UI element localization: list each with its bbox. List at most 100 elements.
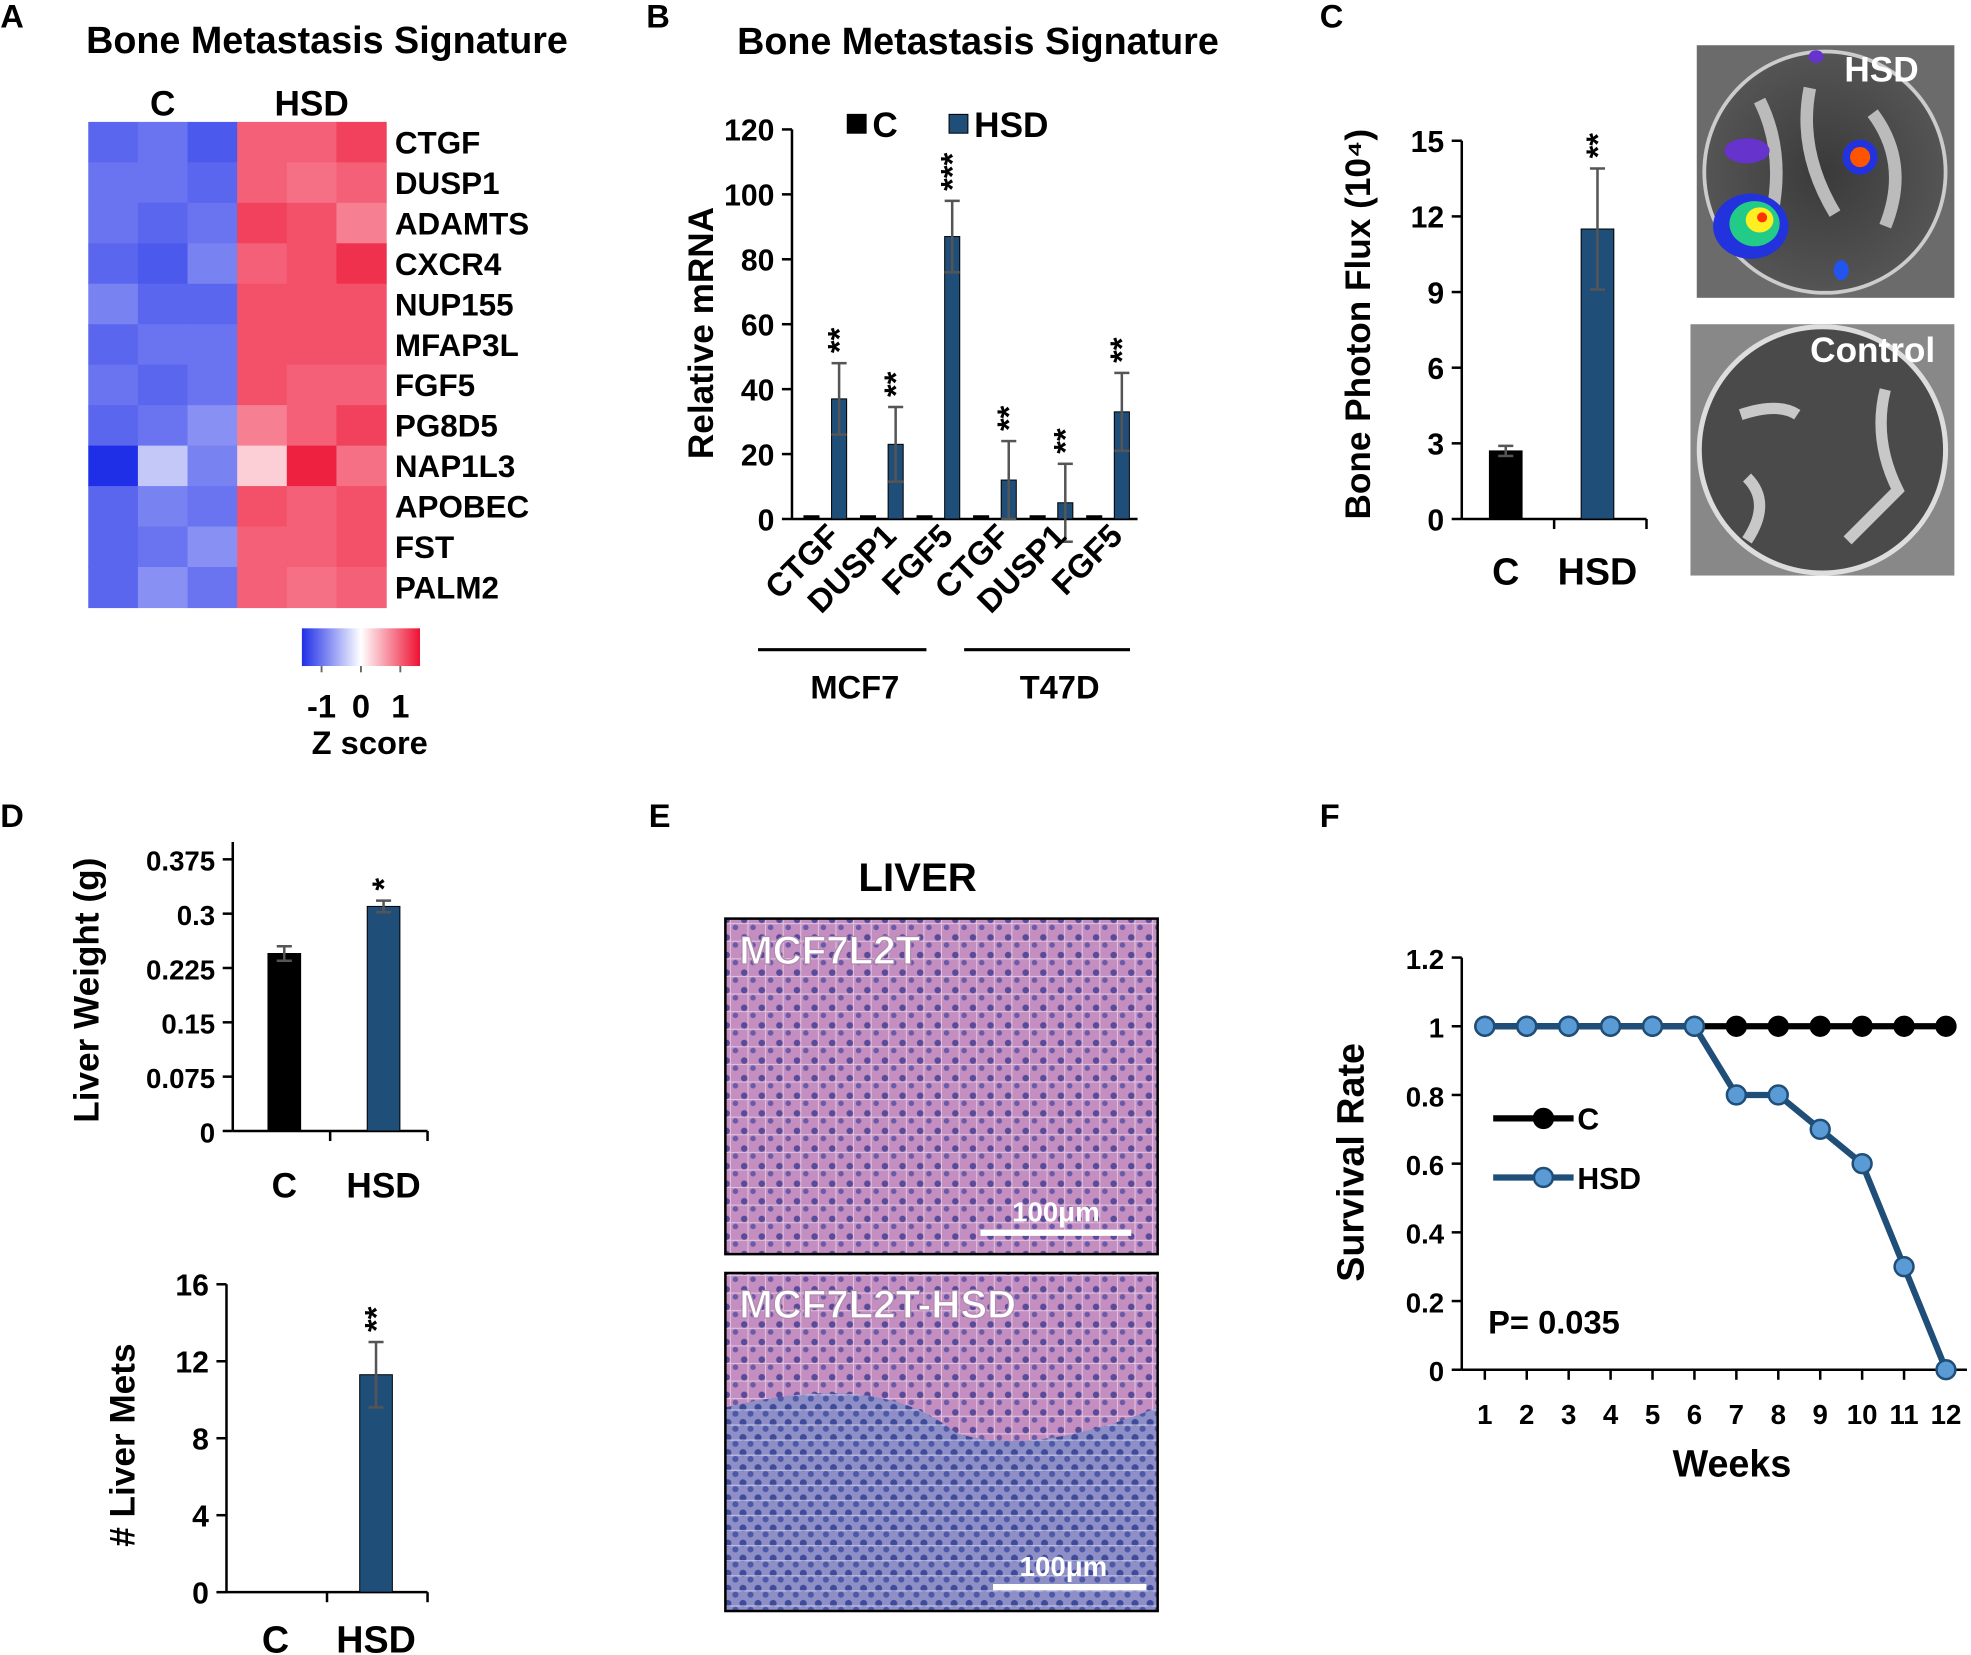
scale-bar-label: 100μm: [1012, 1196, 1100, 1227]
bar: [859, 515, 877, 520]
x-tick-label: 10: [1847, 1399, 1878, 1430]
x-tick-label: C: [272, 1167, 297, 1206]
heatmap-cell: [137, 121, 189, 163]
y-axis-label: Bone Photon Flux (10⁴): [1339, 129, 1378, 520]
y-tick-label: 1.2: [1406, 944, 1444, 975]
heatmap-cell: [286, 121, 338, 163]
heatmap-cell: [336, 486, 387, 528]
heatmap-cell: [336, 364, 387, 406]
heatmap-cell: [137, 243, 189, 285]
panel-letter: D: [0, 797, 24, 834]
row-label: PALM2: [395, 571, 499, 606]
x-tick-label: HSD: [336, 1618, 416, 1655]
group-label: MCF7: [810, 669, 899, 706]
x-tick-label: 6: [1687, 1399, 1702, 1430]
heatmap-cell: [286, 283, 338, 325]
heatmap-cell: [137, 566, 189, 609]
heatmap-cell: [137, 526, 189, 568]
marker: [1809, 1118, 1831, 1140]
heatmap-cell: [336, 243, 387, 285]
x-tick-label: 12: [1931, 1399, 1962, 1430]
y-tick-label: 0.375: [146, 846, 215, 877]
heatmap-cell: [336, 324, 387, 366]
y-tick-label: 16: [175, 1270, 209, 1303]
image-label: MCF7L2T-HSD: [739, 1282, 1016, 1327]
heatmap-cell: [137, 324, 189, 366]
y-tick-label: 120: [724, 115, 774, 148]
heatmap-cell: [286, 243, 338, 285]
heatmap-cell: [88, 566, 139, 609]
panel-letter: F: [1320, 797, 1340, 834]
heatmap-cell: [88, 405, 139, 447]
photo-hsd: [1696, 45, 1955, 298]
heatmap-cell: [88, 243, 139, 285]
heatmap-cell: [187, 526, 238, 568]
heatmap-cell: [88, 202, 139, 244]
y-tick-label: 0.15: [161, 1009, 215, 1040]
heatmap-cell: [187, 324, 238, 366]
y-tick-label: 0: [1429, 1356, 1444, 1387]
marker: [1893, 1015, 1915, 1037]
x-tick-label: 4: [1603, 1399, 1619, 1430]
heatmap-cell: [137, 364, 189, 406]
marker: [1557, 1015, 1580, 1037]
histology-image: [724, 917, 1159, 1256]
x-tick-label: HSD: [346, 1167, 420, 1206]
bar: [916, 515, 933, 520]
heatmap-cell: [286, 202, 338, 244]
heatmap-cell: [88, 162, 139, 204]
heatmap-cell: [237, 364, 288, 406]
y-axis-label: Survival Rate: [1330, 1043, 1372, 1282]
significance: ***: [934, 152, 971, 190]
heatmap-cell: [336, 566, 387, 609]
marker: [1516, 1015, 1538, 1037]
panel-letter: A: [0, 0, 24, 35]
heatmap-cell: [88, 324, 139, 366]
y-tick-label: 1: [1429, 1013, 1444, 1044]
bar: [1086, 515, 1103, 520]
heatmap-cell: [237, 486, 288, 528]
heatmap-cell: [237, 566, 288, 609]
heatmap-cell: [187, 243, 238, 285]
marker: [1641, 1015, 1664, 1037]
heatmap-cell: [237, 162, 288, 204]
heatmap-cell: [88, 526, 139, 568]
histology-image: [724, 1271, 1159, 1613]
panel-letter: E: [649, 797, 671, 834]
heatmap-cell: [237, 283, 288, 325]
heatmap-cell: [137, 405, 189, 447]
panel-letter: C: [1320, 0, 1344, 35]
marker: [1725, 1084, 1748, 1106]
y-tick-label: 100: [724, 180, 774, 213]
chart-title: Bone Metastasis Signature: [86, 19, 568, 61]
y-tick-label: 9: [1427, 277, 1444, 310]
heatmap-cell: [88, 364, 139, 406]
colorbar-tick-label: 0: [352, 688, 370, 725]
row-label: APOBEC: [395, 490, 529, 525]
row-label: CXCR4: [395, 247, 502, 282]
row-label: MFAP3L: [395, 328, 519, 363]
heatmap-cell: [336, 121, 387, 163]
significance: **: [1103, 337, 1140, 363]
y-tick-label: 40: [741, 374, 775, 407]
y-tick-label: 80: [741, 245, 775, 278]
heatmap-cell: [336, 283, 387, 325]
y-tick-label: 0.4: [1406, 1219, 1445, 1250]
legend-label: C: [1577, 1104, 1599, 1137]
marker: [1725, 1015, 1748, 1037]
heatmap-cell: [187, 364, 238, 406]
colorbar-tick-label: 1: [391, 688, 409, 725]
x-tick-label: C: [262, 1618, 289, 1655]
heatmap-cell: [187, 121, 238, 163]
y-tick-label: 0.8: [1406, 1081, 1444, 1112]
x-tick-label: 9: [1813, 1399, 1828, 1430]
marker: [1851, 1015, 1873, 1037]
x-tick-label: HSD: [1558, 550, 1638, 592]
image-label: MCF7L2T: [739, 928, 920, 973]
bar: [973, 515, 990, 520]
marker: [1809, 1015, 1831, 1037]
heatmap-cell: [286, 324, 338, 366]
bar: [1488, 450, 1523, 520]
y-axis-label: Liver Weight (g): [67, 858, 106, 1123]
